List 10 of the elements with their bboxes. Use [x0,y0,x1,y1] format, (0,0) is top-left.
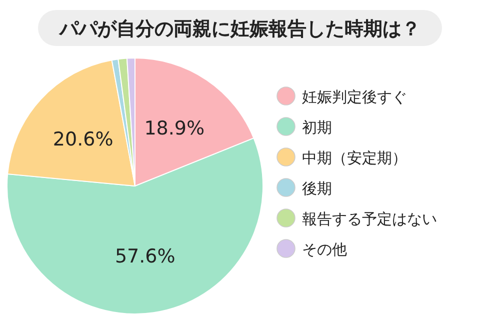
data-label: 57.6% [114,246,176,268]
chart-title: パパが自分の両親に妊娠報告した時期は？ [58,18,420,40]
legend-label: 報告する予定はない [302,210,437,228]
data-label: 20.6% [52,128,114,150]
legend-label: 後期 [302,180,332,198]
legend-label: 初期 [302,118,332,136]
data-label: 18.9% [144,118,205,140]
legend-label: 中期（安定期） [302,149,407,167]
legend-label: その他 [302,240,347,258]
legend-label: 妊娠判定後すぐ [302,88,407,106]
